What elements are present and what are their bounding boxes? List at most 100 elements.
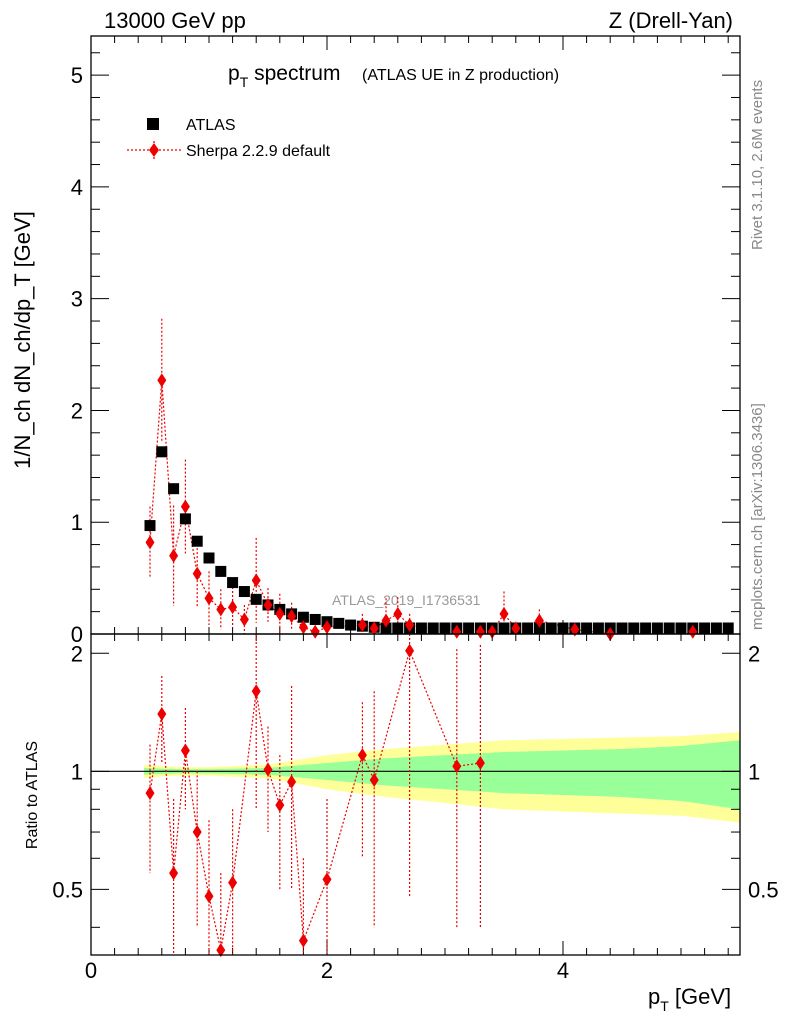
x-axis-label: pT [GeV] bbox=[648, 984, 731, 1014]
main-y-tick-label: 5 bbox=[71, 63, 83, 88]
ratio-sherpa-point bbox=[357, 748, 367, 763]
main-title: pT spectrum bbox=[228, 62, 340, 90]
legend-label-atlas: ATLAS bbox=[186, 117, 236, 134]
atlas-point bbox=[581, 622, 593, 634]
ratio-y-tick-label: 0.5 bbox=[52, 877, 83, 902]
atlas-point bbox=[663, 622, 675, 634]
legend: ATLAS Sherpa 2.2.9 default bbox=[127, 117, 331, 160]
main-y-tick-label: 0 bbox=[71, 622, 83, 647]
header-right: Z (Drell-Yan) bbox=[609, 8, 733, 33]
ratio-y-tick-label-right: 2 bbox=[748, 641, 760, 666]
ratio-sherpa-point bbox=[287, 774, 297, 789]
atlas-point bbox=[439, 622, 451, 634]
sherpa-point bbox=[275, 606, 285, 621]
ratio-sherpa-point bbox=[180, 743, 190, 758]
atlas-point bbox=[227, 577, 239, 589]
x-tick-label: 2 bbox=[321, 958, 333, 983]
main-panel: 0 1 2 3 4 5 bbox=[71, 35, 741, 647]
ratio-sherpa-point bbox=[405, 643, 415, 658]
ratio-sherpa-point bbox=[275, 798, 285, 813]
sherpa-point bbox=[475, 624, 485, 639]
sherpa-point bbox=[381, 613, 391, 628]
atlas-point bbox=[522, 622, 534, 634]
sherpa-point bbox=[405, 618, 415, 633]
atlas-point bbox=[215, 565, 227, 577]
atlas-point bbox=[380, 622, 392, 634]
legend-label-sherpa: Sherpa 2.2.9 default bbox=[186, 143, 331, 160]
sherpa-point bbox=[357, 618, 367, 633]
atlas-point bbox=[392, 622, 404, 634]
ratio-sherpa-point bbox=[369, 773, 379, 788]
sherpa-point bbox=[310, 624, 320, 639]
atlas-point bbox=[250, 593, 262, 605]
ratio-sherpa-point bbox=[452, 759, 462, 774]
legend-marker-atlas bbox=[147, 118, 159, 130]
main-title-rest: spectrum bbox=[248, 62, 340, 85]
sherpa-point bbox=[688, 624, 698, 639]
sherpa-point bbox=[263, 597, 273, 612]
sherpa-point bbox=[534, 613, 544, 628]
x-tick-label: 0 bbox=[85, 958, 97, 983]
ratio-panel: 0.5 0.5 1 1 2 2 0 2 4 bbox=[52, 633, 779, 983]
sherpa-point bbox=[452, 624, 462, 639]
sherpa-point bbox=[169, 548, 179, 563]
atlas-point bbox=[179, 513, 191, 525]
ratio-sherpa-point bbox=[204, 889, 214, 904]
ratio-ylabel: Ratio to ATLAS bbox=[24, 741, 41, 849]
sherpa-point bbox=[322, 620, 332, 635]
atlas-point bbox=[651, 622, 663, 634]
ratio-frame bbox=[90, 633, 741, 956]
ratio-sherpa-point bbox=[216, 943, 226, 958]
atlas-point bbox=[699, 622, 711, 634]
atlas-point bbox=[415, 622, 427, 634]
sherpa-point bbox=[192, 566, 202, 581]
sherpa-point bbox=[157, 373, 167, 388]
atlas-point bbox=[333, 617, 345, 629]
watermark: ATLAS_2019_I1736531 bbox=[332, 592, 481, 608]
sherpa-point bbox=[204, 591, 214, 606]
atlas-point bbox=[168, 483, 180, 495]
ratio-sherpa-point bbox=[263, 762, 273, 777]
sherpa-point bbox=[298, 620, 308, 635]
atlas-point bbox=[345, 619, 357, 631]
mcplots-label: mcplots.cern.ch [arXiv:1306.3436] bbox=[749, 403, 766, 630]
sherpa-point bbox=[239, 612, 249, 627]
ratio-sherpa-point bbox=[157, 707, 167, 722]
sherpa-point bbox=[511, 621, 521, 636]
atlas-point bbox=[203, 552, 215, 564]
ratio-sherpa-point bbox=[169, 866, 179, 881]
sherpa-point bbox=[499, 606, 509, 621]
x-tick-label: 4 bbox=[557, 958, 569, 983]
main-y-tick-label: 1 bbox=[71, 510, 83, 535]
atlas-point bbox=[557, 622, 569, 634]
main-ylabel: 1/N_ch dN_ch/dp_T [GeV] bbox=[10, 211, 35, 469]
atlas-point bbox=[427, 622, 439, 634]
atlas-point bbox=[640, 622, 652, 634]
atlas-point bbox=[297, 611, 309, 623]
atlas-point bbox=[309, 613, 321, 625]
atlas-point bbox=[675, 622, 687, 634]
sherpa-point bbox=[369, 621, 379, 636]
sherpa-point bbox=[145, 535, 155, 550]
main-subtitle: (ATLAS UE in Z production) bbox=[362, 67, 559, 84]
legend-marker-sherpa bbox=[149, 143, 159, 157]
ratio-y-tick-label-right: 1 bbox=[748, 759, 760, 784]
rivet-label: Rivet 3.1.10, 2.6M events bbox=[749, 80, 766, 250]
ratio-sherpa-point bbox=[251, 684, 261, 699]
sherpa-point bbox=[251, 573, 261, 588]
atlas-point bbox=[156, 446, 168, 458]
atlas-point bbox=[144, 520, 156, 532]
ratio-sherpa-point bbox=[192, 825, 202, 840]
x-label-sub: T bbox=[660, 998, 669, 1014]
ratio-sherpa-point bbox=[322, 872, 332, 887]
main-y-tick-label: 4 bbox=[71, 175, 83, 200]
sherpa-point bbox=[487, 624, 497, 639]
x-label-rest: [GeV] bbox=[669, 984, 731, 1009]
ratio-sherpa-point bbox=[228, 875, 238, 890]
ratio-sherpa-point bbox=[475, 756, 485, 771]
sherpa-point bbox=[393, 606, 403, 621]
ratio-y-tick-label: 2 bbox=[71, 641, 83, 666]
header-left: 13000 GeV pp bbox=[104, 8, 246, 33]
main-y-tick-label: 2 bbox=[71, 398, 83, 423]
